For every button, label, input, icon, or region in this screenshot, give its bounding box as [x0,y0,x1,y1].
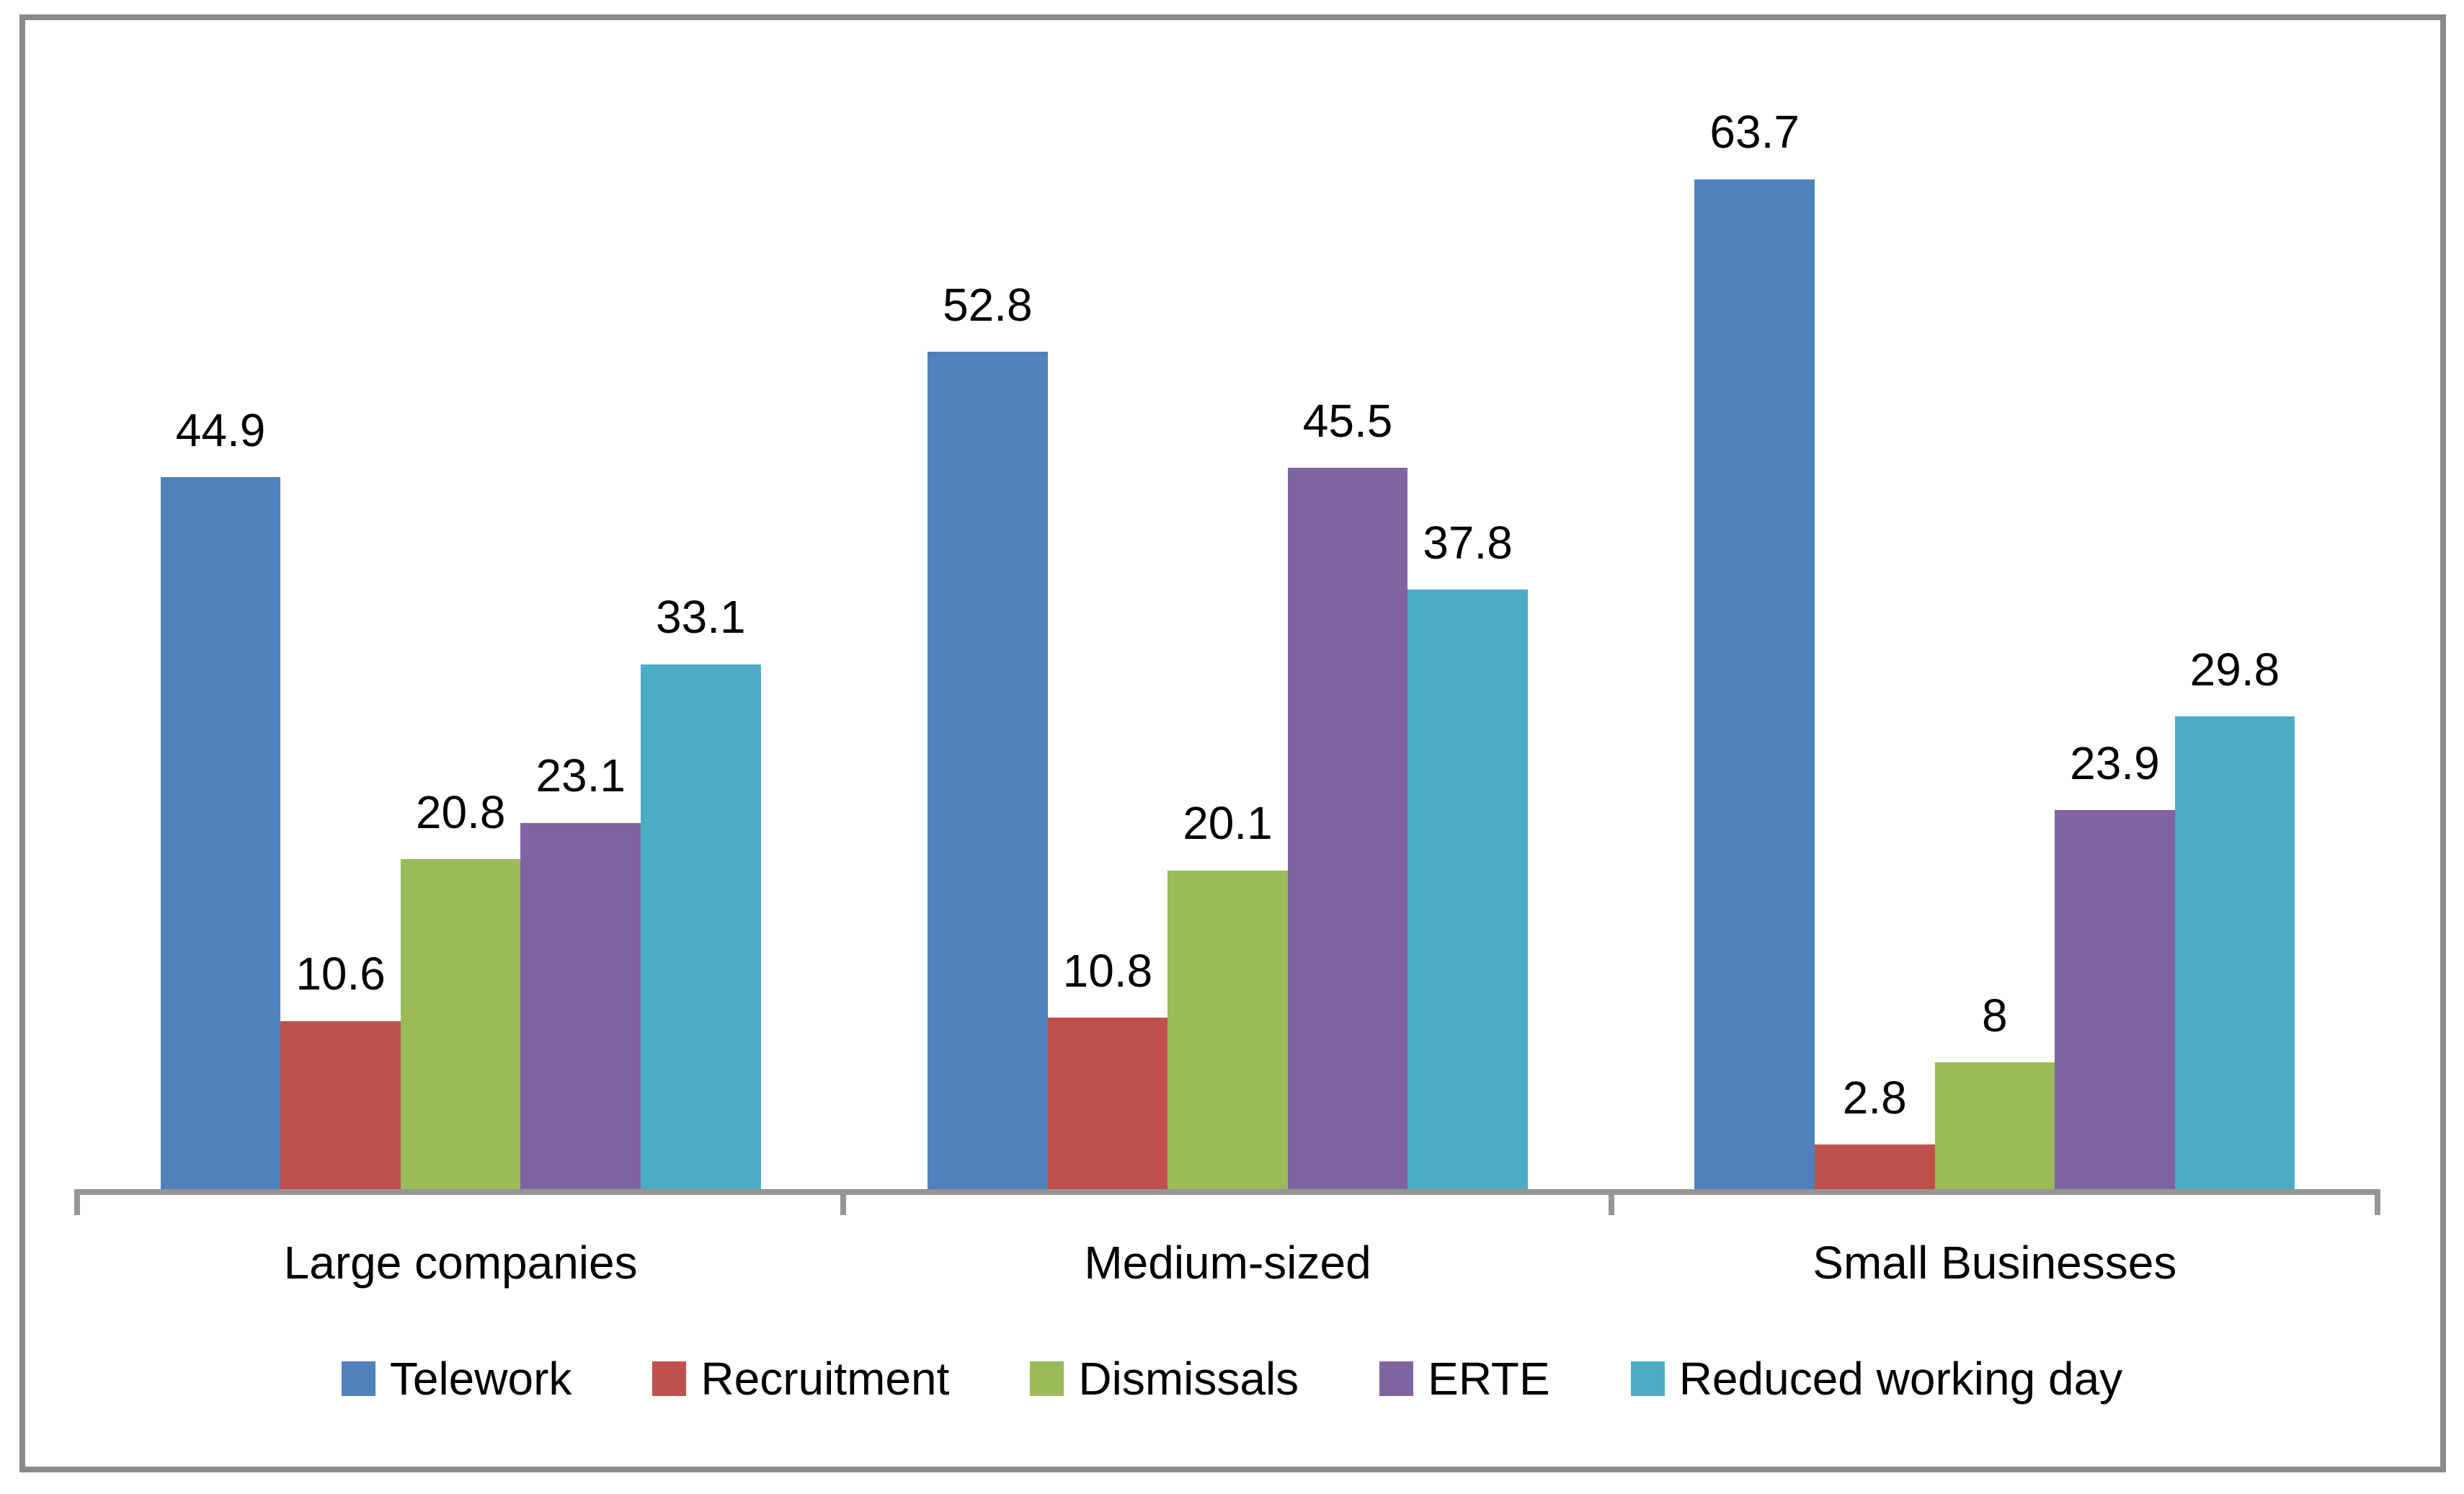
legend-item-recruitment: Recruitment [652,1353,949,1404]
x-axis-line [74,1189,2380,1215]
bar-value-label: 52.8 [943,279,1033,332]
legend-swatch-erte [1379,1361,1414,1397]
bar-dismissals: 8 [1934,990,2055,1189]
legend-item-telework: Telework [341,1353,572,1405]
category-label-medium-sized: Medium-sized [1084,1237,1371,1289]
bar-value-label: 33.1 [656,591,746,644]
bar-value-label: 63.7 [1709,106,1800,159]
chart-frame [19,14,2446,1472]
axis-tick [840,1189,846,1215]
legend-item-erte: ERTE [1379,1353,1550,1404]
bar-erte: 45.5 [1287,395,1408,1189]
bar-telework: 44.9 [160,404,281,1189]
legend-label-telework: Telework [389,1353,572,1405]
bar-dismissals: 20.1 [1167,798,1288,1189]
bar-erte: 23.1 [520,750,641,1189]
bar-recruitment: 2.8 [1814,1072,1935,1189]
bar-reduced-working-day: 29.8 [2174,644,2295,1189]
legend-swatch-reduced-working-day [1630,1361,1665,1397]
bar-telework: 63.7 [1694,107,1815,1189]
axis-tick [74,1189,80,1215]
legend-swatch-dismissals [1030,1361,1064,1397]
legend-label-dismissals: Dismissals [1078,1353,1299,1405]
bar-recruitment: 10.8 [1047,946,1168,1189]
bar-recruitment: 10.6 [280,948,401,1189]
legend-swatch-telework [341,1361,375,1397]
bar-value-label: 23.1 [535,750,626,802]
legend-label-recruitment: Recruitment [700,1353,950,1405]
category-axis-labels: Large companies Medium-sized Small Busines… [77,1237,2378,1290]
axis-tick [2375,1189,2380,1215]
category-group-small-businesses: 63.7 2.8 8 23.9 29.8 [1611,79,2378,1189]
bar-value-label: 23.9 [2070,737,2160,789]
category-label-small-businesses: Small Businesses [1813,1237,2177,1289]
bar-reduced-working-day: 33.1 [641,592,761,1189]
axis-tick [1609,1189,1615,1215]
legend: Telework Recruitment Dismissals ERTE Reduced… [29,1353,2435,1404]
bar-value-label: 10.8 [1062,945,1153,997]
category-group-medium-sized: 52.8 10.8 20.1 45.5 37.8 [844,79,1611,1189]
bar-value-label: 2.8 [1842,1072,1907,1124]
legend-label-reduced-working-day: Reduced working day [1678,1353,2123,1405]
category-label-large-companies: Large companies [283,1237,638,1289]
legend-item-dismissals: Dismissals [1030,1353,1299,1404]
bar-value-label: 10.6 [295,948,386,1000]
bar-erte: 23.9 [2055,737,2175,1189]
bar-value-label: 20.1 [1183,797,1273,850]
category-group-large-companies: 44.9 10.6 20.8 23.1 33.1 [77,79,844,1189]
legend-swatch-recruitment [652,1361,687,1397]
bar-value-label: 29.8 [2189,644,2280,696]
bar-value-label: 45.5 [1302,394,1393,447]
legend-item-reduced-working-day: Reduced working day [1630,1353,2123,1405]
legend-label-erte: ERTE [1428,1353,1550,1405]
bar-reduced-working-day: 37.8 [1407,517,1528,1189]
bar-value-label: 37.8 [1423,517,1513,569]
bar-dismissals: 20.8 [400,787,521,1189]
bar-value-label: 20.8 [415,786,506,839]
bar-value-label: 8 [1982,989,2008,1041]
bar-value-label: 44.9 [175,404,266,456]
plot-area: 44.9 10.6 20.8 23.1 33.1 52.8 10.8 20.1 45.5 37.8… [77,79,2378,1189]
bar-telework: 52.8 [928,280,1048,1189]
